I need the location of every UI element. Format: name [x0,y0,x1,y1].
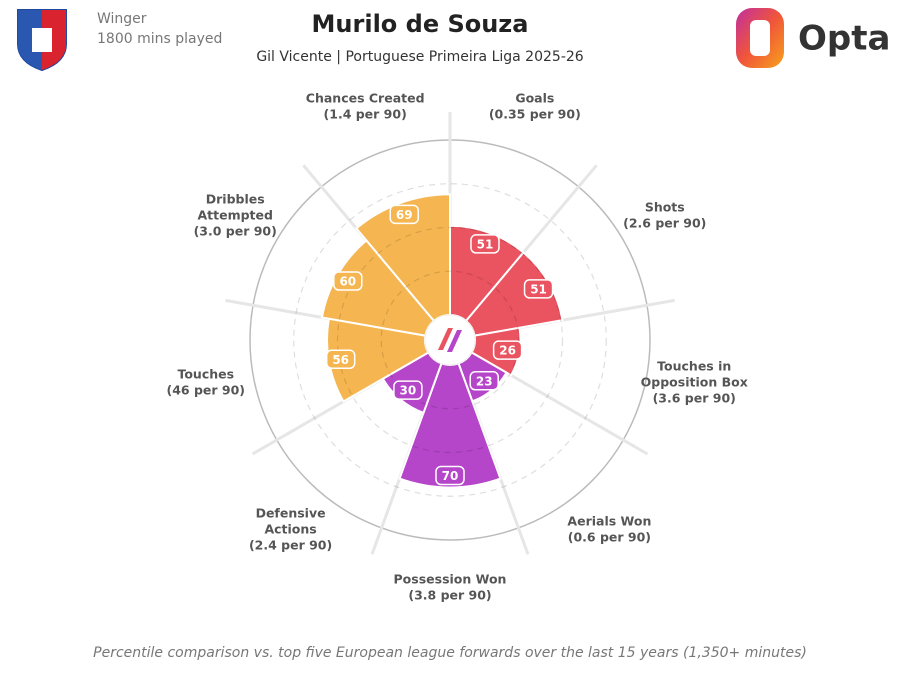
per90-label: (3.6 per 90) [653,391,736,406]
value-badge [470,234,500,254]
chart-title: Murilo de Souza [312,10,529,38]
grid-ring [293,183,607,497]
value-label: 30 [400,384,417,398]
category-label: Goals [515,90,554,105]
per90-label: (46 per 90) [167,383,246,398]
per90-label: (0.35 per 90) [489,106,581,121]
per90-label: (3.8 per 90) [408,588,491,603]
brand-name: Opta [798,19,890,59]
value-badge [389,204,420,225]
per90-label: (3.0 per 90) [194,224,277,239]
value-badge [492,340,523,360]
value-badge [325,349,356,370]
value-label: 60 [339,275,356,289]
team-crest [17,9,67,72]
center-mark [438,328,453,350]
category-label: Dribbles [206,192,265,207]
category-label: Actions [264,521,316,536]
category-label: Touches [177,367,234,382]
per90-label: (2.6 per 90) [623,216,706,231]
grid-ring [336,226,564,454]
category-label: Shots [645,200,685,215]
per90-label: (2.4 per 90) [249,537,332,552]
value-badge [469,371,499,391]
minutes: 1800 mins played [97,31,222,47]
position: Winger [97,11,147,27]
chart-subtitle: Gil Vicente | Portuguese Primeira Liga 2… [256,49,583,65]
value-label: 51 [530,282,547,296]
category-label: Aerials Won [567,513,651,528]
footnote: Percentile comparison vs. top five Europ… [93,645,807,661]
value-label: 70 [442,469,459,483]
category-label: Opposition Box [641,375,748,390]
per90-label: (1.4 per 90) [324,106,407,121]
brand-logo: Opta [736,8,890,68]
center-disc [424,314,476,366]
value-label: 56 [332,353,349,367]
category-label: Possession Won [394,572,507,587]
category-label: Attempted [197,208,272,223]
value-badge [435,465,465,486]
value-badge [393,380,423,400]
category-label: Chances Created [306,90,425,105]
value-label: 26 [499,344,516,358]
per90-label: (0.6 per 90) [568,529,651,544]
value-label: 51 [477,237,494,251]
value-label: 69 [396,208,413,222]
value-badge [333,271,363,291]
value-label: 23 [476,374,493,388]
grid-ring [380,270,520,410]
value-badge [523,279,554,299]
center-mark [447,330,462,352]
category-label: Touches in [657,359,731,374]
category-label: Defensive [256,505,326,520]
